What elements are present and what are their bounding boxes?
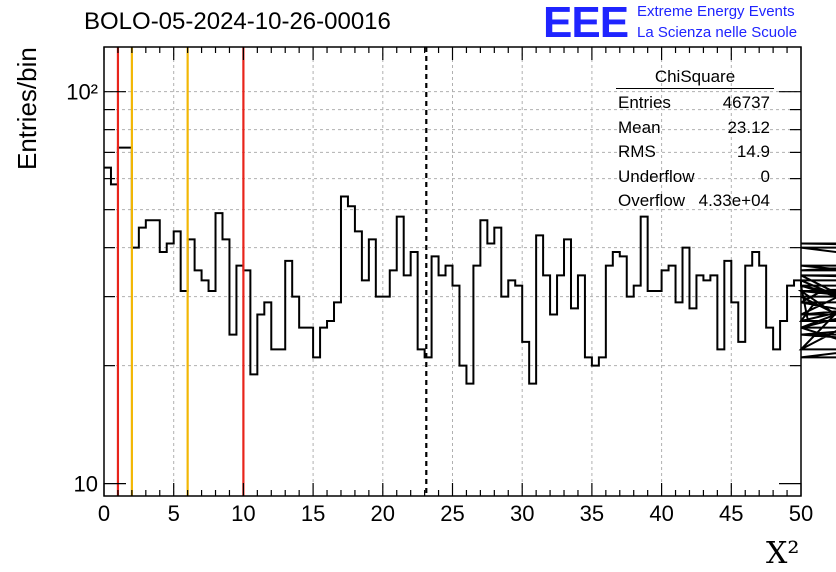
y-tick-label: 10² [66,80,98,105]
stats-key: Underflow [618,166,695,186]
stats-row: Entries 46737 [612,91,778,116]
x-tick-label: 25 [440,501,464,526]
histogram-series [104,146,836,385]
stats-value: 23.12 [727,117,770,137]
x-tick-label: 40 [649,501,673,526]
stats-row: RMS 14.9 [612,140,778,165]
stats-row: Underflow 0 [612,165,778,190]
x-tick-label: 5 [168,501,180,526]
y-tick-label: 10 [74,472,98,497]
stats-row: Mean 23.12 [612,116,778,141]
chart-title: BOLO-05-2024-10-26-00016 [84,8,391,35]
stats-row: Overflow 4.33e+04 [612,189,778,214]
x-tick-label: 30 [510,501,534,526]
stats-title: ChiSquare [616,66,774,89]
x-tick-label: 0 [98,501,110,526]
x-tick-label: 15 [301,501,325,526]
stats-key: Overflow [618,191,686,210]
x-tick-label: 10 [231,501,255,526]
stats-box: ChiSquare Entries 46737 Mean 23.12 RMS 14.9… [612,66,778,214]
eee-logo: EEE [543,0,629,47]
x-tick-label: 35 [580,501,604,526]
y-axis-label: Entries/bin [12,47,42,170]
stats-key: Mean [618,117,661,137]
logo-tagline-1: Extreme Energy Events [637,3,795,20]
stats-key: Entries [618,93,671,112]
x-tick-label: 45 [719,501,743,526]
stats-value: 0 [760,166,770,186]
x-axis-label: X² [766,536,800,571]
stats-value: 46737 [722,93,770,112]
stats-value: 4.33e+04 [698,191,770,210]
stats-key: RMS [618,142,656,161]
stats-value: 14.9 [736,142,770,161]
x-tick-label: 20 [371,501,395,526]
logo-tagline-2: La Scienza nelle Scuole [637,24,798,41]
x-tick-label: 50 [789,501,813,526]
